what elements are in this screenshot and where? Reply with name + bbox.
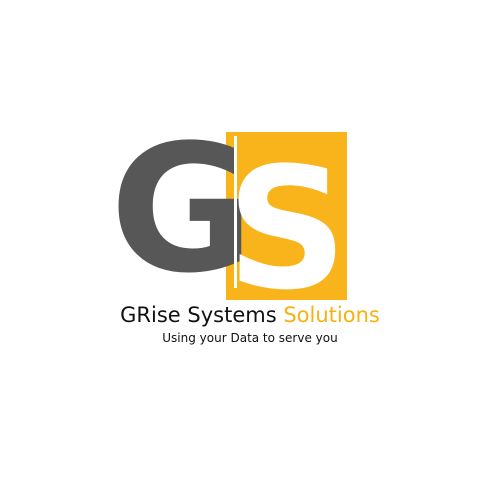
- company-name-primary: GRise Systems: [120, 303, 277, 327]
- tagline: Using your Data to serve you: [162, 331, 338, 345]
- gold-block: [226, 132, 347, 300]
- monogram-g: G: [110, 107, 254, 312]
- company-name-accent: Solutions: [283, 303, 380, 327]
- monogram-s: S: [227, 131, 348, 327]
- company-name: GRise Systems Solutions: [0, 300, 500, 330]
- separator-line: [234, 136, 237, 288]
